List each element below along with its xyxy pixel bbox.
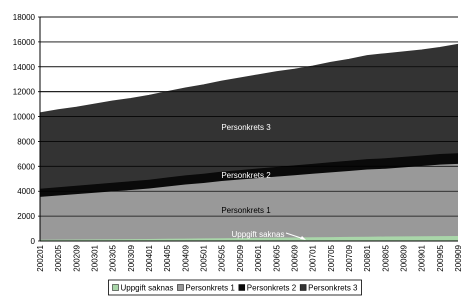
x-tick-label: 200305	[109, 244, 118, 271]
area-fill	[40, 153, 458, 197]
legend-label: Uppgift saknas	[121, 284, 174, 293]
legend-swatch	[177, 284, 184, 291]
x-tick-label: 200901	[418, 244, 427, 271]
annotation-arrowhead	[300, 236, 306, 240]
x-tick-label: 200805	[381, 244, 390, 271]
x-tick-label: 200501	[200, 244, 209, 271]
y-tick-label: 14000	[13, 63, 36, 72]
y-tick-label: 12000	[13, 88, 36, 97]
series-annotation: Personkrets 3	[221, 123, 271, 132]
x-tick-label: 200701	[309, 244, 318, 271]
x-tick-label: 200405	[163, 244, 172, 271]
y-tick-label: 8000	[17, 137, 35, 146]
x-tick-label: 200401	[145, 244, 154, 271]
legend-swatch	[112, 284, 119, 291]
x-tick-label: 200409	[181, 244, 190, 271]
series-annotation: Uppgift saknas	[232, 230, 285, 239]
y-tick-label: 16000	[13, 38, 36, 47]
legend-label: Personkrets 1	[185, 284, 235, 293]
legend: Uppgift saknas Personkrets 1 Personkrets 2…	[108, 279, 362, 296]
legend-swatch	[238, 284, 246, 291]
x-tick-label: 200809	[399, 244, 408, 271]
x-tick-label: 200705	[327, 244, 336, 271]
y-tick-label: 4000	[17, 187, 35, 196]
x-tick-label: 200205	[54, 244, 63, 271]
legend-box	[108, 279, 362, 296]
series-annotation: Personkrets 1	[221, 206, 271, 215]
legend-label: Personkrets 3	[308, 284, 358, 293]
x-tick-label: 200505	[218, 244, 227, 271]
x-tick-label: 200709	[345, 244, 354, 271]
x-tick-label: 200905	[436, 244, 445, 271]
x-tick-label: 200301	[91, 244, 100, 271]
x-tick-label: 200509	[236, 244, 245, 271]
x-tick-label: 200601	[254, 244, 263, 271]
area-fill	[40, 163, 458, 240]
y-tick-label: 18000	[13, 13, 36, 22]
y-tick-label: 6000	[17, 162, 35, 171]
y-tick-label: 2000	[17, 212, 35, 221]
x-tick-label: 200801	[363, 244, 372, 271]
x-tick-label: 200209	[72, 244, 81, 271]
y-tick-label: 0	[31, 237, 36, 246]
legend-label: Personkrets 2	[247, 284, 297, 293]
x-tick-label: 200909	[454, 244, 463, 271]
x-tick-label: 200609	[290, 244, 299, 271]
y-tick-label: 10000	[13, 113, 36, 122]
area-top	[39, 43, 459, 114]
legend-swatch	[299, 284, 307, 291]
x-tick-label: 200605	[272, 244, 281, 271]
series-annotation: Personkrets 2	[221, 171, 271, 180]
x-tick-label: 200309	[127, 244, 136, 271]
x-tick-label: 200201	[36, 244, 45, 271]
